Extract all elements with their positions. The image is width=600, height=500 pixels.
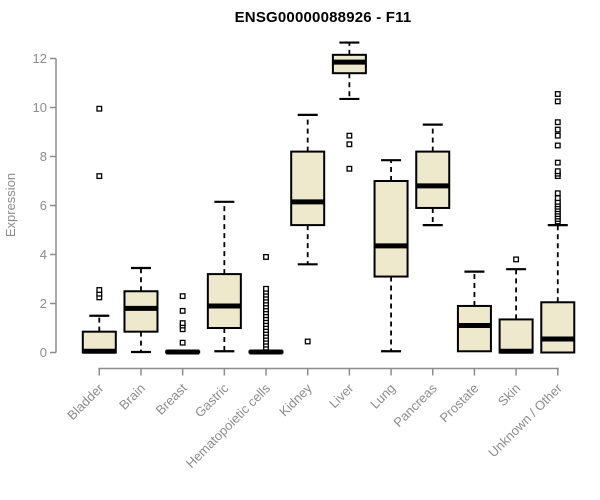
x-tick-label-kidney: Kidney bbox=[276, 380, 315, 419]
outlier-point bbox=[179, 307, 186, 314]
iqr-box bbox=[456, 304, 492, 353]
iqr-box bbox=[415, 150, 451, 209]
iqr-box bbox=[123, 290, 159, 333]
boxplot-hematopoietic-cells bbox=[248, 253, 284, 355]
outlier-point bbox=[304, 338, 311, 345]
outlier-point bbox=[96, 105, 103, 112]
x-tick-label-bladder: Bladder bbox=[64, 380, 107, 423]
boxplot-brain bbox=[123, 266, 159, 354]
outlier-point bbox=[179, 339, 186, 346]
iqr-box bbox=[373, 180, 409, 278]
boxplot-pancreas bbox=[415, 123, 451, 227]
iqr-box bbox=[206, 273, 242, 330]
outlier-point bbox=[554, 126, 561, 133]
outlier-point bbox=[554, 98, 561, 105]
outlier-point bbox=[346, 132, 353, 139]
y-tick-label: 0 bbox=[40, 345, 47, 360]
boxplot-breast bbox=[165, 293, 201, 355]
x-tick-label-lung: Lung bbox=[367, 381, 398, 412]
boxplot-prostate bbox=[456, 270, 492, 353]
boxplot-kidney bbox=[290, 113, 326, 345]
iqr-box bbox=[540, 301, 576, 354]
outlier-point bbox=[513, 256, 520, 263]
y-tick-label: 4 bbox=[40, 247, 47, 262]
boxplot-liver bbox=[331, 41, 367, 172]
boxplot-unknown-other bbox=[540, 91, 576, 354]
x-tick-label-prostate: Prostate bbox=[437, 381, 482, 426]
y-tick-label: 8 bbox=[40, 149, 47, 164]
outlier-point bbox=[346, 165, 353, 172]
outlier-point bbox=[179, 293, 186, 300]
outlier-point bbox=[554, 168, 561, 175]
outlier-point bbox=[554, 132, 561, 139]
y-tick-label: 6 bbox=[40, 198, 47, 213]
outlier-point bbox=[554, 195, 561, 202]
boxplot-lung bbox=[373, 159, 409, 353]
x-tick-label-skin: Skin bbox=[495, 381, 523, 409]
boxplot-skin bbox=[498, 256, 534, 354]
x-tick-label-gastric: Gastric bbox=[192, 380, 232, 420]
y-tick-label: 10 bbox=[33, 100, 47, 115]
outlier-point bbox=[346, 141, 353, 148]
x-tick-label-breast: Breast bbox=[153, 380, 190, 417]
outlier-point bbox=[179, 320, 186, 327]
x-tick-label-pancreas: Pancreas bbox=[390, 380, 440, 430]
iqr-box bbox=[498, 318, 534, 354]
chart-title: ENSG00000088926 - F11 bbox=[234, 9, 412, 26]
boxplot-bladder bbox=[81, 105, 117, 354]
outlier-point bbox=[554, 142, 561, 149]
x-tick-label-unknown-other: Unknown / Other bbox=[485, 380, 565, 460]
outlier-point bbox=[554, 119, 561, 126]
outlier-point bbox=[263, 253, 269, 260]
x-tick-label-brain: Brain bbox=[116, 381, 148, 413]
boxplot-gastric bbox=[206, 200, 242, 353]
iqr-box bbox=[290, 150, 326, 227]
outlier-point bbox=[554, 159, 561, 166]
y-tick-label: 12 bbox=[33, 51, 47, 66]
outlier-point bbox=[96, 287, 103, 293]
outlier-point bbox=[554, 190, 561, 197]
y-tick-label: 2 bbox=[40, 296, 47, 311]
outlier-point bbox=[96, 173, 103, 180]
outlier-point bbox=[554, 91, 561, 97]
outlier-point bbox=[263, 285, 269, 292]
x-tick-label-liver: Liver bbox=[326, 380, 357, 411]
